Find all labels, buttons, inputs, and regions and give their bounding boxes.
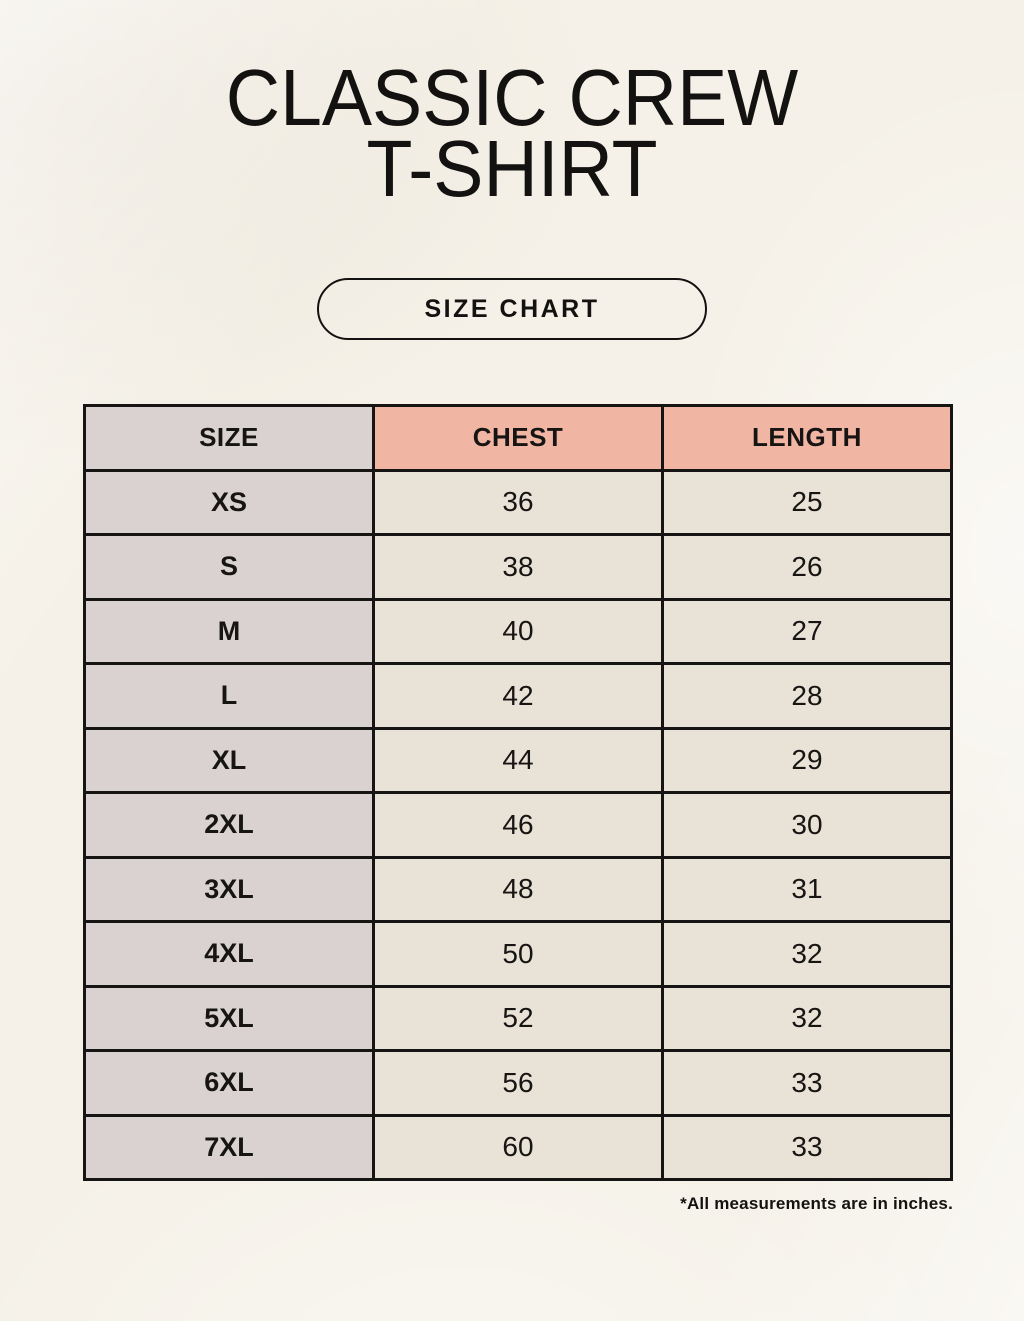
measurements-footnote: *All measurements are in inches.	[680, 1194, 953, 1213]
table-row: 4XL 50 32	[83, 920, 953, 988]
cell-length: 30	[661, 791, 953, 859]
cell-size: S	[83, 533, 375, 601]
cell-size: 3XL	[83, 855, 375, 923]
cell-length: 29	[661, 726, 953, 794]
column-header-length: LENGTH	[661, 404, 953, 472]
cell-size: M	[83, 597, 375, 665]
cell-chest: 38	[372, 533, 664, 601]
cell-length: 28	[661, 662, 953, 730]
cell-length: 33	[661, 1113, 953, 1181]
table-row: 3XL 48 31	[83, 855, 953, 923]
cell-chest: 46	[372, 791, 664, 859]
cell-size: 4XL	[83, 920, 375, 988]
cell-chest: 50	[372, 920, 664, 988]
table-row: XS 36 25	[83, 468, 953, 536]
table-row: 5XL 52 32	[83, 984, 953, 1052]
cell-chest: 42	[372, 662, 664, 730]
size-chart-button-label: SIZE CHART	[424, 294, 600, 323]
column-header-chest: CHEST	[372, 404, 664, 472]
cell-length: 27	[661, 597, 953, 665]
cell-size: 6XL	[83, 1049, 375, 1117]
table-row: 7XL 60 33	[83, 1113, 953, 1181]
page-title-line-1: CLASSIC CREW	[225, 53, 799, 142]
cell-length: 32	[661, 984, 953, 1052]
page-title: CLASSIC CREW T-SHIRT	[31, 0, 994, 213]
cell-chest: 36	[372, 468, 664, 536]
cell-length: 31	[661, 855, 953, 923]
cell-chest: 56	[372, 1049, 664, 1117]
cell-length: 25	[661, 468, 953, 536]
page-title-line-2: T-SHIRT	[366, 124, 658, 213]
table-row: 6XL 56 33	[83, 1049, 953, 1117]
cell-chest: 52	[372, 984, 664, 1052]
column-header-size: SIZE	[83, 404, 375, 472]
table-row: XL 44 29	[83, 726, 953, 794]
cell-size: 7XL	[83, 1113, 375, 1181]
cell-chest: 40	[372, 597, 664, 665]
cell-chest: 44	[372, 726, 664, 794]
table-row: 2XL 46 30	[83, 791, 953, 859]
cell-size: XS	[83, 468, 375, 536]
cell-size: 2XL	[83, 791, 375, 859]
cell-size: XL	[83, 726, 375, 794]
cell-chest: 60	[372, 1113, 664, 1181]
table-row: L 42 28	[83, 662, 953, 730]
cell-size: 5XL	[83, 984, 375, 1052]
cell-length: 33	[661, 1049, 953, 1117]
cell-length: 26	[661, 533, 953, 601]
size-table: SIZE CHEST LENGTH XS 36 25 S 38 26 M 40 27 L 42 28 X…	[83, 404, 953, 1181]
table-row: M 40 27	[83, 597, 953, 665]
table-header-row: SIZE CHEST LENGTH	[83, 404, 953, 472]
cell-length: 32	[661, 920, 953, 988]
size-table-body: XS 36 25 S 38 26 M 40 27 L 42 28 XL 44 29 2XL 46 30 3XL 48 3…	[83, 468, 953, 1181]
cell-size: L	[83, 662, 375, 730]
cell-chest: 48	[372, 855, 664, 923]
table-row: S 38 26	[83, 533, 953, 601]
size-chart-button[interactable]: SIZE CHART	[317, 278, 707, 340]
